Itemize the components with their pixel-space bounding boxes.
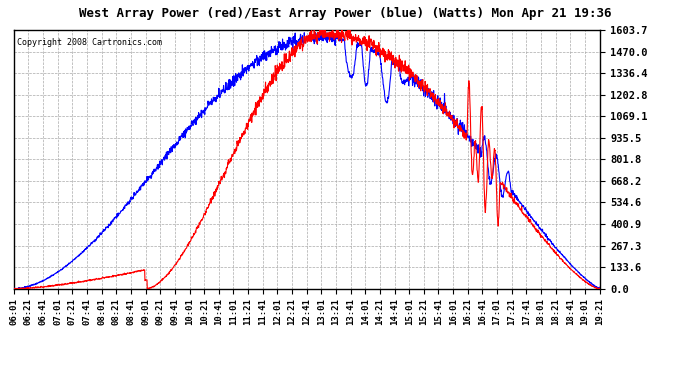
Text: Copyright 2008 Cartronics.com: Copyright 2008 Cartronics.com (17, 38, 161, 47)
Text: West Array Power (red)/East Array Power (blue) (Watts) Mon Apr 21 19:36: West Array Power (red)/East Array Power … (79, 8, 611, 21)
